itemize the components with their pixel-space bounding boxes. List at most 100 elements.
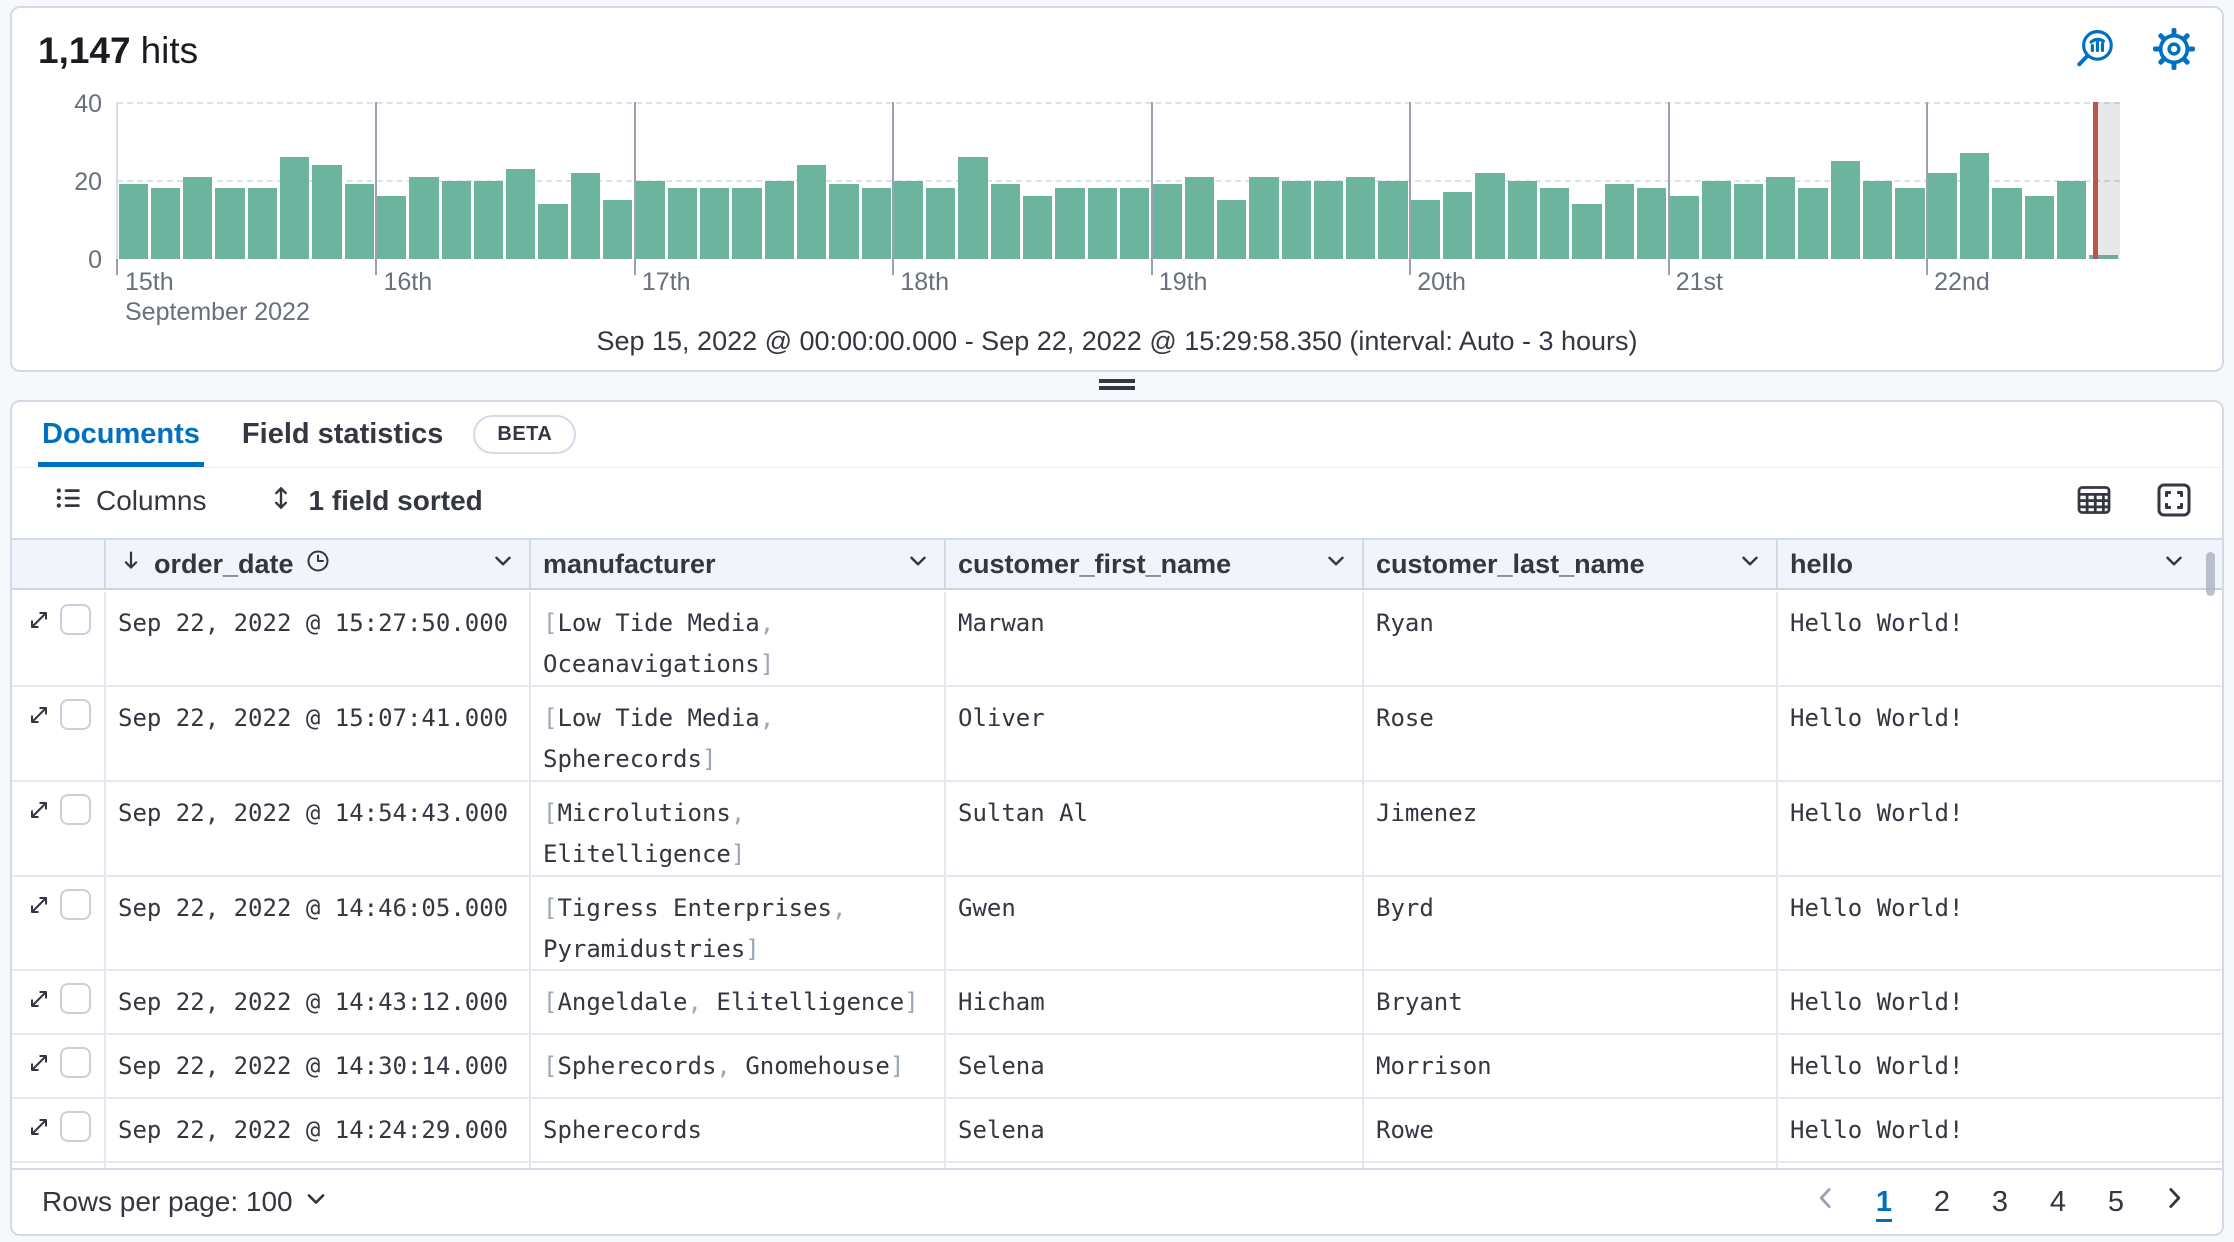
- histogram-bar[interactable]: [1120, 188, 1150, 259]
- histogram-bar[interactable]: [1249, 176, 1279, 259]
- histogram-bar[interactable]: [1766, 176, 1796, 259]
- histogram-bar[interactable]: [183, 176, 213, 259]
- histogram-bar[interactable]: [118, 184, 148, 259]
- histogram-bar[interactable]: [1992, 188, 2022, 259]
- tab-documents[interactable]: Documents: [38, 402, 204, 467]
- expand-row-icon[interactable]: [24, 701, 54, 731]
- histogram-bar[interactable]: [990, 184, 1021, 259]
- histogram-bar[interactable]: [1087, 188, 1117, 259]
- tab-field-statistics[interactable]: Field statistics: [242, 402, 443, 467]
- page-button-1[interactable]: 1: [1862, 1177, 1906, 1227]
- expand-row-icon[interactable]: [24, 606, 54, 636]
- inspect-chart-button[interactable]: [2070, 24, 2122, 76]
- histogram-bar[interactable]: [1410, 200, 1441, 259]
- row-checkbox[interactable]: [60, 1047, 91, 1078]
- histogram-bar[interactable]: [2024, 196, 2054, 259]
- expand-row-icon[interactable]: [24, 891, 54, 921]
- panel-resize-handle[interactable]: [1099, 376, 1135, 392]
- histogram-bar[interactable]: [764, 180, 794, 259]
- histogram-bar[interactable]: [2089, 255, 2119, 259]
- histogram-bar[interactable]: [215, 188, 245, 259]
- histogram-bar[interactable]: [473, 180, 504, 259]
- chevron-left-icon: [1811, 1183, 1841, 1221]
- header-cell-hello[interactable]: hello: [1778, 540, 2222, 588]
- header-cell-customer-last-name[interactable]: customer_last_name: [1364, 540, 1778, 588]
- histogram-bar[interactable]: [700, 188, 730, 259]
- histogram-bar[interactable]: [1378, 180, 1408, 259]
- page-button-4[interactable]: 4: [2036, 1177, 2080, 1227]
- histogram-bar[interactable]: [1572, 204, 1602, 259]
- histogram-bar[interactable]: [538, 204, 568, 259]
- histogram-bar[interactable]: [1346, 176, 1376, 259]
- vertical-scrollbar-thumb[interactable]: [2206, 552, 2215, 596]
- histogram-bar[interactable]: [1669, 196, 1699, 259]
- histogram-bar[interactable]: [958, 156, 988, 259]
- histogram-bar[interactable]: [603, 200, 633, 259]
- histogram-bar[interactable]: [1152, 184, 1182, 259]
- histogram-bar[interactable]: [1604, 184, 1634, 259]
- display-options-button[interactable]: [2068, 475, 2120, 527]
- expand-row-icon[interactable]: [24, 1113, 54, 1143]
- chart-settings-button[interactable]: [2148, 24, 2200, 76]
- histogram-bar[interactable]: [1701, 180, 1731, 259]
- header-cell-order-date[interactable]: order_date: [106, 540, 531, 588]
- histogram-bar[interactable]: [1959, 153, 1990, 259]
- sort-fields-button[interactable]: 1 field sorted: [254, 475, 494, 528]
- histogram-bar[interactable]: [409, 176, 439, 259]
- histogram-bar[interactable]: [506, 168, 536, 259]
- histogram-bar[interactable]: [1895, 188, 1925, 259]
- row-checkbox[interactable]: [60, 983, 91, 1014]
- histogram-bar[interactable]: [312, 164, 342, 259]
- histogram-bar[interactable]: [926, 188, 956, 259]
- histogram-bar[interactable]: [1023, 196, 1053, 259]
- histogram-bar[interactable]: [1636, 188, 1667, 259]
- page-button-3[interactable]: 3: [1978, 1177, 2022, 1227]
- histogram-bar[interactable]: [1055, 188, 1085, 259]
- histogram-bar[interactable]: [1733, 184, 1764, 259]
- expand-row-icon[interactable]: [24, 796, 54, 826]
- header-cell-customer-first-name[interactable]: customer_first_name: [946, 540, 1364, 588]
- histogram-bar[interactable]: [635, 180, 665, 259]
- previous-page-button[interactable]: [1804, 1177, 1848, 1227]
- histogram-bar[interactable]: [1798, 188, 1828, 259]
- next-page-button[interactable]: [2152, 1177, 2196, 1227]
- histogram-bar[interactable]: [1216, 200, 1247, 259]
- header-cell-manufacturer[interactable]: manufacturer: [531, 540, 946, 588]
- histogram-bar[interactable]: [829, 184, 859, 259]
- histogram-bar[interactable]: [1830, 160, 1861, 259]
- histogram-bar[interactable]: [570, 172, 601, 259]
- fullscreen-button[interactable]: [2148, 475, 2200, 527]
- expand-row-icon[interactable]: [24, 1049, 54, 1079]
- histogram-bar[interactable]: [1927, 172, 1957, 259]
- histogram-bar[interactable]: [2056, 180, 2087, 259]
- page-button-2[interactable]: 2: [1920, 1177, 1964, 1227]
- histogram-bar[interactable]: [1863, 180, 1893, 259]
- page-button-5[interactable]: 5: [2094, 1177, 2138, 1227]
- rows-per-page-button[interactable]: Rows per page: 100: [42, 1186, 329, 1219]
- row-checkbox[interactable]: [60, 1111, 91, 1142]
- histogram-bar[interactable]: [1443, 192, 1473, 259]
- histogram-bar[interactable]: [247, 188, 278, 259]
- row-checkbox[interactable]: [60, 699, 91, 730]
- histogram-bar[interactable]: [344, 184, 374, 259]
- histogram-bar[interactable]: [1184, 176, 1214, 259]
- histogram-bar[interactable]: [441, 180, 471, 259]
- histogram-bar[interactable]: [667, 188, 697, 259]
- expand-row-icon[interactable]: [24, 985, 54, 1015]
- histogram-bar[interactable]: [732, 188, 762, 259]
- histogram-bar[interactable]: [893, 180, 924, 259]
- histogram-bar[interactable]: [796, 164, 827, 259]
- columns-button[interactable]: Columns: [42, 475, 218, 528]
- histogram-bar[interactable]: [376, 196, 407, 259]
- histogram-bar[interactable]: [280, 156, 310, 259]
- histogram-bar[interactable]: [1475, 172, 1505, 259]
- histogram-bar[interactable]: [1507, 180, 1537, 259]
- histogram-bar[interactable]: [1539, 188, 1570, 259]
- row-checkbox[interactable]: [60, 889, 91, 920]
- histogram-bar[interactable]: [1313, 180, 1344, 259]
- histogram-bar[interactable]: [861, 188, 891, 259]
- histogram-bar[interactable]: [1281, 180, 1311, 259]
- row-checkbox[interactable]: [60, 604, 91, 635]
- histogram-bar[interactable]: [150, 188, 181, 259]
- row-checkbox[interactable]: [60, 794, 91, 825]
